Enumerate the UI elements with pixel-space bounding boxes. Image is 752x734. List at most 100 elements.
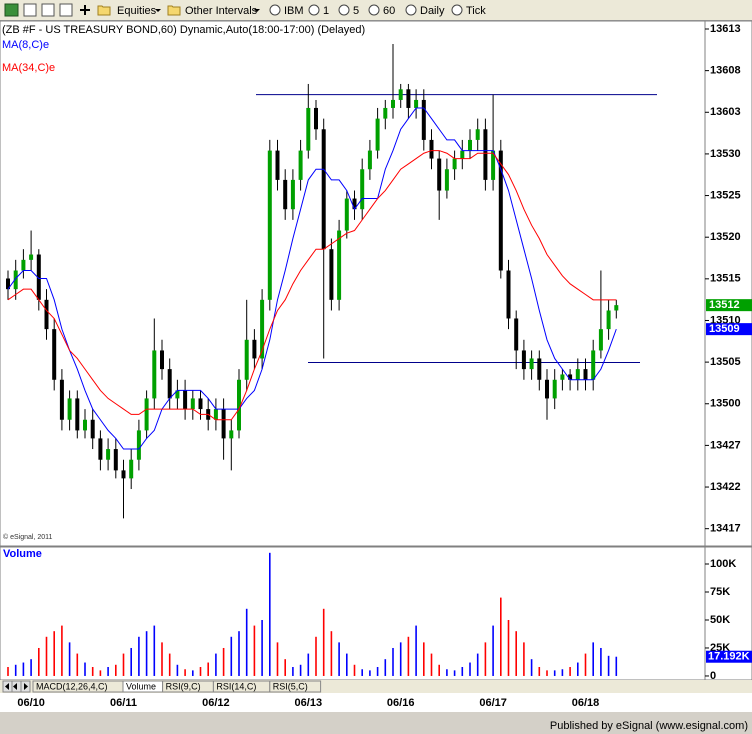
- candle-body: [52, 329, 57, 380]
- y-tick-label: 13422: [710, 481, 741, 493]
- candle-body: [406, 89, 411, 108]
- x-tick-label: 06/12: [202, 697, 230, 709]
- candle-body: [344, 198, 349, 231]
- y-tick-label: 13427: [710, 439, 741, 451]
- toolbar-items: Equities Other Intervals IBM 1 5 60 Daily Tick: [117, 4, 486, 17]
- candle-body: [537, 358, 542, 380]
- candle-body: [136, 430, 141, 460]
- ma-value-label: 13509: [709, 323, 740, 335]
- candle-body: [152, 350, 157, 399]
- legend-entry: MA(8,C)e: [2, 39, 49, 51]
- icon: [23, 3, 37, 17]
- candle-body: [352, 198, 357, 210]
- candle-body: [329, 249, 334, 300]
- credit: © eSignal, 2011: [3, 533, 53, 541]
- icon: [4, 3, 19, 17]
- candle-body: [298, 150, 303, 180]
- toolbar-item[interactable]: 1: [323, 5, 329, 17]
- candle-body: [67, 398, 72, 420]
- candle-body: [568, 374, 573, 380]
- toolbar-item[interactable]: Other Intervals: [185, 5, 258, 17]
- candle-body: [113, 449, 118, 471]
- candle-body: [190, 398, 195, 410]
- toolbar-item[interactable]: 60: [383, 5, 395, 17]
- y-tick-label: 13505: [710, 356, 741, 368]
- candle-body: [144, 398, 149, 431]
- candle-body: [598, 329, 603, 351]
- candle-body: [383, 107, 388, 119]
- candle-body: [452, 158, 457, 170]
- candle-body: [221, 409, 226, 439]
- candle-body: [560, 374, 565, 380]
- candle-body: [337, 230, 342, 300]
- candle-body: [21, 259, 26, 271]
- candle-body: [36, 254, 41, 300]
- candle-body: [59, 379, 64, 420]
- last-volume-label: 17.192K: [708, 651, 750, 663]
- toolbar-item[interactable]: Daily: [420, 5, 445, 17]
- candle-body: [491, 150, 496, 180]
- y-tick-label: 75K: [710, 586, 730, 598]
- icon-folder: [97, 5, 111, 16]
- toolbar-item[interactable]: Tick: [466, 5, 486, 17]
- candle-body: [275, 150, 280, 180]
- icon-folder: [167, 5, 181, 16]
- x-tick-label: 06/17: [479, 697, 507, 709]
- candle-body: [252, 339, 257, 359]
- icon-plus: [80, 5, 90, 15]
- date-axis: [0, 693, 752, 712]
- legend-entry: MA(34,C)e: [2, 62, 55, 74]
- candle-body: [98, 438, 103, 460]
- price-axis: [704, 20, 752, 547]
- toolbar-item[interactable]: 5: [353, 5, 359, 17]
- candle-body: [360, 169, 365, 210]
- icon-circle: [308, 4, 320, 16]
- icon: [41, 3, 55, 17]
- candle-body: [6, 278, 10, 290]
- last-price-label: 13512: [709, 299, 740, 311]
- toolbar-item[interactable]: IBM: [284, 5, 304, 17]
- icon: [59, 3, 73, 17]
- candle-body: [321, 129, 326, 250]
- y-tick-label: 13608: [710, 65, 741, 77]
- candle-body: [483, 129, 488, 180]
- volume-title: Volume: [3, 548, 42, 560]
- candle-body: [13, 270, 18, 290]
- tab-label: RSI(5,C): [273, 681, 308, 691]
- candle-body: [391, 99, 395, 108]
- candle-body: [529, 358, 534, 370]
- candle-body: [583, 369, 588, 380]
- candle-body: [244, 339, 249, 380]
- candle-body: [290, 179, 295, 210]
- y-tick-label: 0: [710, 670, 716, 682]
- candle-body: [167, 369, 172, 399]
- y-tick-label: 13603: [710, 106, 741, 118]
- candle-body: [213, 409, 218, 420]
- candle-body: [283, 179, 288, 210]
- candle-body: [375, 118, 380, 151]
- icon-circle: [451, 4, 463, 16]
- candle-body: [160, 350, 164, 370]
- candle-body: [83, 419, 87, 431]
- tab[interactable]: [269, 680, 322, 693]
- candle-body: [306, 107, 311, 151]
- candle-body: [575, 369, 580, 380]
- candle-body: [498, 150, 503, 271]
- ma-value-badge: [706, 323, 752, 336]
- candle-body: [460, 150, 465, 159]
- tab-label: MACD(12,26,4,C): [36, 681, 108, 691]
- candle-body: [552, 379, 557, 399]
- candle-body: [614, 305, 619, 311]
- candle-body: [414, 99, 419, 108]
- candle-body: [229, 430, 234, 439]
- price-panel: [0, 20, 706, 547]
- candle-body: [437, 158, 442, 191]
- y-tick-label: 13500: [710, 398, 741, 410]
- chart-title: (ZB #F - US TREASURY BOND,60) Dynamic,Au…: [2, 24, 365, 36]
- candle-body: [121, 470, 126, 479]
- candle-body: [106, 449, 111, 460]
- footer: [0, 712, 752, 734]
- x-tick-label: 06/16: [387, 697, 415, 709]
- toolbar-item[interactable]: Equities: [117, 5, 157, 17]
- candle-body: [175, 390, 180, 399]
